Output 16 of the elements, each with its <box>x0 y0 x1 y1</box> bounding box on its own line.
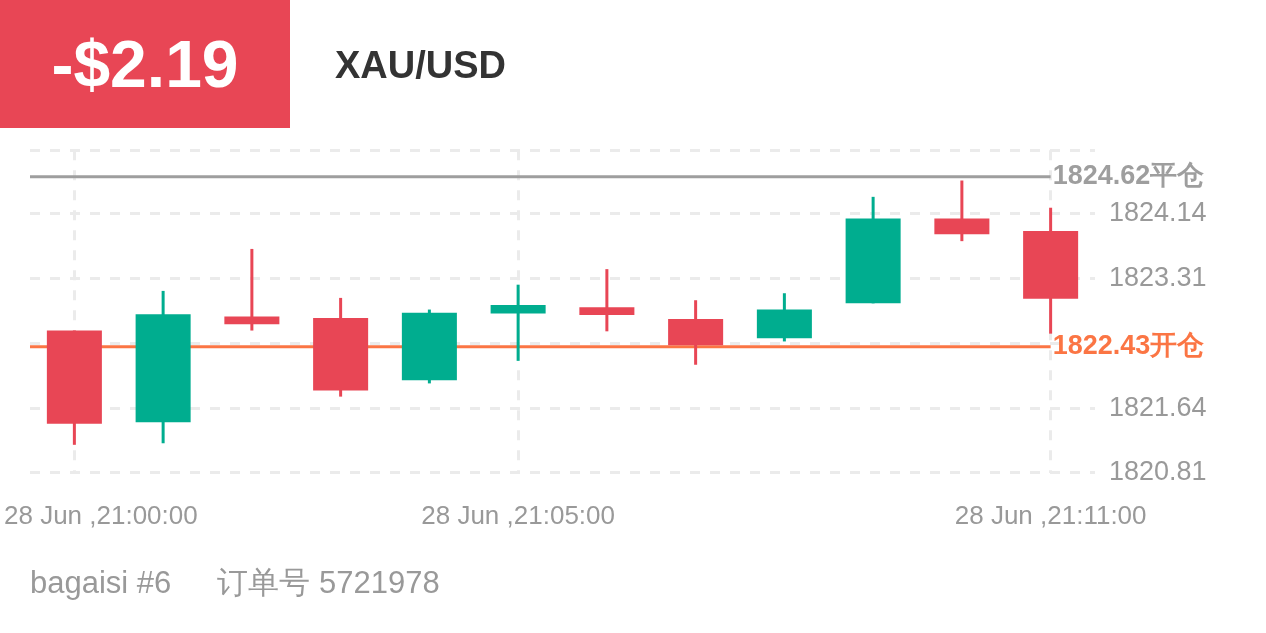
candlestick <box>579 269 635 332</box>
text: 订单号 5721978 <box>217 565 440 600</box>
text: bagaisi #6 <box>30 565 172 600</box>
y-tick-label: 1820.81 <box>1109 456 1207 487</box>
ref-line-label: 1822.43开仓 <box>1052 330 1205 361</box>
y-tick-label: 1824.14 <box>1109 197 1207 228</box>
x-tick-label: 28 Jun ,21:05:00 <box>421 499 615 530</box>
chart-title: XAU/USD <box>335 44 507 87</box>
text: -$2.19 <box>0 0 290 128</box>
x-tick-label: 28 Jun ,21:00:00 <box>4 499 198 530</box>
y-tick-label: 1823.31 <box>1109 261 1207 292</box>
ref-line-label: 1824.62平仓 <box>1052 160 1205 191</box>
y-tick-label: 1821.64 <box>1109 391 1207 422</box>
candlestick <box>224 247 280 331</box>
candlestick <box>490 284 546 361</box>
x-tick-label: 28 Jun ,21:11:00 <box>954 499 1147 530</box>
